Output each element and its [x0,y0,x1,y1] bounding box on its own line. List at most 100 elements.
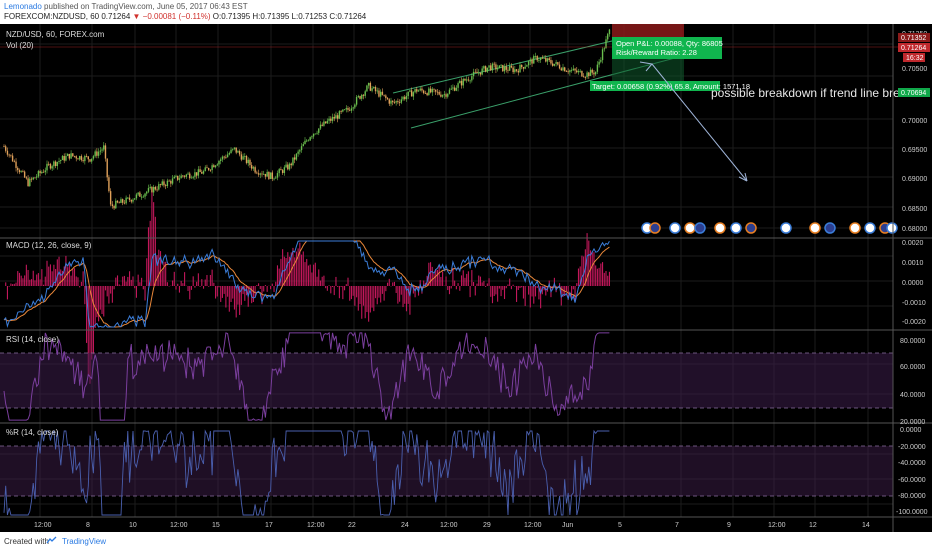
candle-body [39,171,41,174]
candle-body [594,71,597,75]
candle-body [216,164,218,166]
candle-body [588,72,590,77]
economic-event-icon[interactable] [745,222,757,234]
rsi-tick: 20.0000 [900,419,925,426]
target-label-box[interactable] [590,81,720,91]
candle-body [139,192,141,197]
candle-body [453,87,456,91]
macd-title: MACD (12, 26, close, 9) [6,241,92,250]
candle-body [567,71,569,73]
candle-body [553,63,556,66]
candle-body [312,133,315,137]
candle-body [402,96,404,100]
candle-body [545,58,547,62]
candle-body [601,49,604,61]
position-label-box[interactable] [612,37,722,59]
economic-event-icon[interactable] [694,222,706,234]
annotation-text[interactable]: possible breakdown if trend line breaks [711,86,918,100]
candle-body [474,71,476,73]
candle-body [529,59,532,62]
candle-body [94,151,96,157]
candle-body [146,191,148,194]
event-icons[interactable] [641,222,898,234]
candle-body [593,72,595,75]
price-axis[interactable]: 0.71350 0.70500 0.70000 0.69500 0.69000 … [898,31,930,233]
symbol-line: FOREXCOM:NZDUSD, 60 [4,12,100,21]
candle-body [558,64,561,69]
candle-body [579,70,581,72]
candle-body [349,109,351,111]
willr-tick: 0.0000 [900,427,922,434]
candle-body [15,161,17,168]
candle-body [235,147,237,153]
candle-body [182,175,184,177]
candle-body [607,34,609,40]
candle-body [410,90,413,97]
candle-body [250,165,253,169]
candle-body [17,167,19,171]
candle-body [347,108,349,110]
candle-body [280,169,282,171]
candle-body [54,161,57,167]
candle-body [479,72,482,75]
candle-body [228,153,231,155]
tradingview-link[interactable]: TradingView [62,537,107,546]
candle-body [460,80,463,86]
economic-event-icon[interactable] [684,222,696,234]
candle-body [465,79,468,81]
candle-body [78,156,81,160]
candle-body [44,170,46,173]
candle-body [428,88,430,96]
candle-body [27,178,29,187]
candle-body [551,63,554,66]
economic-event-icon[interactable] [849,222,861,234]
economic-event-icon[interactable] [809,222,821,234]
candle-body [462,78,464,86]
candle-body [550,59,552,64]
candle-body [244,156,246,157]
candle-body [297,151,299,154]
economic-event-icon[interactable] [714,222,726,234]
candle-body [206,167,208,169]
price-tick: 0.68000 [902,226,927,233]
economic-event-icon[interactable] [864,222,876,234]
candle-body [288,163,291,170]
candle-body [441,95,444,97]
candle-body [429,88,432,93]
candle-body [581,70,583,77]
candle-body [392,100,394,103]
candle-body [584,76,587,78]
economic-event-icon[interactable] [780,222,792,234]
candle-body [596,64,599,72]
candle-body [276,173,279,178]
candle-body [161,181,163,185]
time-axis[interactable]: 12:00 8 10 12:00 15 17 12:00 22 24 12:00 29 12:00 Ju… [34,522,870,529]
economic-event-icon[interactable] [649,222,661,234]
candle-body [352,107,354,109]
rsi-band [0,353,893,408]
author-link[interactable]: Lemonado [4,2,42,11]
candle-body [338,111,341,119]
economic-event-icon[interactable] [730,222,742,234]
economic-event-icon[interactable] [824,222,836,234]
candle-body [324,121,327,124]
price-change: −0.00081 (−0.11%) [142,12,211,21]
candle-body [273,178,275,180]
candle-body [359,96,361,99]
chart-canvas[interactable]: Open P&L: 0.00088, Qty: 86805 Risk/Rewar… [0,24,932,532]
candle-body [204,167,206,172]
candle-body [323,121,325,126]
economic-event-icon[interactable] [669,222,681,234]
candle-body [490,65,492,71]
candle-body [302,144,304,147]
candle-body [111,204,114,207]
candle-body [512,67,514,73]
economic-event-icon[interactable] [886,222,898,234]
willr-axis[interactable]: 0.0000 -20.0000 -40.0000 -60.0000 -80.00… [896,427,928,516]
price-tick: 0.69500 [902,147,927,154]
candle-body [605,39,607,49]
candle-body [156,189,158,191]
candle-body [531,59,533,64]
rsi-axis[interactable]: 80.0000 60.0000 40.0000 20.0000 [900,338,925,426]
macd-axis[interactable]: 0.0020 0.0010 0.0000 -0.0010 -0.0020 [902,240,926,326]
